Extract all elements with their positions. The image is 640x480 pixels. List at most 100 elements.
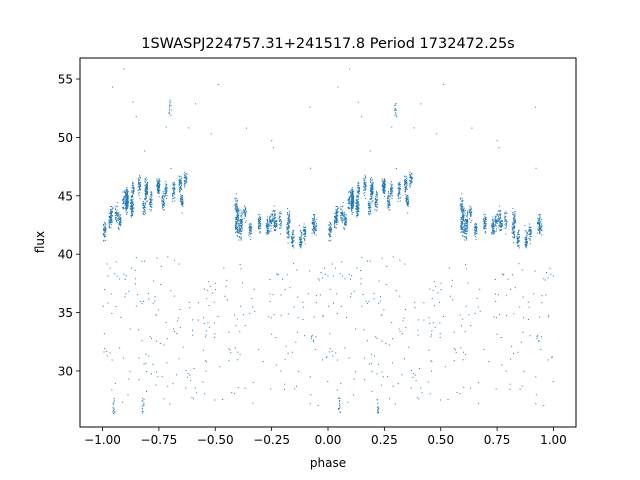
- data-point: [357, 202, 359, 204]
- data-point: [513, 232, 515, 234]
- data-point: [352, 194, 354, 196]
- data-point: [183, 183, 185, 185]
- data-point: [504, 219, 506, 221]
- data-point: [314, 233, 316, 235]
- data-point: [123, 202, 125, 204]
- data-point: [406, 180, 408, 182]
- data-point: [464, 229, 466, 231]
- data-point: [462, 199, 464, 201]
- data-point: [383, 181, 385, 183]
- data-point: [248, 227, 250, 229]
- data-point: [112, 407, 114, 409]
- data-point: [404, 187, 406, 189]
- data-point: [351, 208, 353, 210]
- data-point: [226, 299, 228, 301]
- data-point: [475, 223, 477, 225]
- data-point: [166, 338, 168, 340]
- data-point: [500, 222, 502, 224]
- data-point: [299, 239, 301, 241]
- data-point: [116, 205, 118, 207]
- data-point: [351, 207, 353, 209]
- data-point: [300, 242, 302, 244]
- data-point: [291, 242, 293, 244]
- data-point: [464, 236, 466, 238]
- data-point: [504, 216, 506, 218]
- data-point: [279, 219, 281, 221]
- data-point: [351, 206, 353, 208]
- data-point: [386, 265, 388, 267]
- data-point: [237, 209, 239, 211]
- data-point: [312, 218, 314, 220]
- data-point: [249, 223, 251, 225]
- data-point: [119, 218, 121, 220]
- data-point: [125, 203, 127, 205]
- data-point: [117, 214, 119, 216]
- data-point: [146, 201, 148, 203]
- data-point: [133, 207, 135, 209]
- data-point: [126, 205, 128, 207]
- data-point: [357, 195, 359, 197]
- data-point: [417, 319, 419, 321]
- data-point: [461, 210, 463, 212]
- data-point: [269, 215, 271, 217]
- data-point: [169, 99, 171, 101]
- data-point: [131, 187, 133, 189]
- data-point: [337, 215, 339, 217]
- data-point: [234, 217, 236, 219]
- data-point: [313, 227, 315, 229]
- data-point: [139, 185, 141, 187]
- data-point: [267, 223, 269, 225]
- data-point: [258, 348, 260, 350]
- data-point: [465, 222, 467, 224]
- data-point: [164, 187, 166, 189]
- data-point: [300, 244, 302, 246]
- data-point: [309, 106, 311, 108]
- data-point: [498, 218, 500, 220]
- data-point: [512, 228, 514, 230]
- data-point: [356, 200, 358, 202]
- data-point: [483, 219, 485, 221]
- data-point: [157, 184, 159, 186]
- data-point: [492, 221, 494, 223]
- data-point: [239, 225, 241, 227]
- data-point: [145, 190, 147, 192]
- data-point: [341, 205, 343, 207]
- data-point: [185, 177, 187, 179]
- data-point: [280, 224, 282, 226]
- data-point: [280, 370, 282, 372]
- data-point: [485, 218, 487, 220]
- data-point: [517, 234, 519, 236]
- data-point: [524, 245, 526, 247]
- data-point: [340, 305, 342, 307]
- data-point: [269, 293, 271, 295]
- data-point: [376, 194, 378, 196]
- data-point: [368, 202, 370, 204]
- data-point: [397, 187, 399, 189]
- data-point: [299, 245, 301, 247]
- data-point: [370, 192, 372, 194]
- data-point: [439, 336, 441, 338]
- data-point: [266, 216, 268, 218]
- data-point: [335, 213, 337, 215]
- data-point: [144, 181, 146, 183]
- data-point: [104, 228, 106, 230]
- data-point: [300, 240, 302, 242]
- data-point: [330, 229, 332, 231]
- data-point: [328, 228, 330, 230]
- data-point: [330, 224, 332, 226]
- data-point: [244, 209, 246, 211]
- data-point: [217, 316, 219, 318]
- data-point: [496, 230, 498, 232]
- data-point: [351, 204, 353, 206]
- data-point: [142, 202, 144, 204]
- data-point: [145, 199, 147, 201]
- data-point: [369, 208, 371, 210]
- data-point: [145, 193, 147, 195]
- data-point: [375, 198, 377, 200]
- data-point: [132, 201, 134, 203]
- data-point: [483, 222, 485, 224]
- data-point: [180, 180, 182, 182]
- data-point: [274, 216, 276, 218]
- data-point: [181, 177, 183, 179]
- data-point: [172, 195, 174, 197]
